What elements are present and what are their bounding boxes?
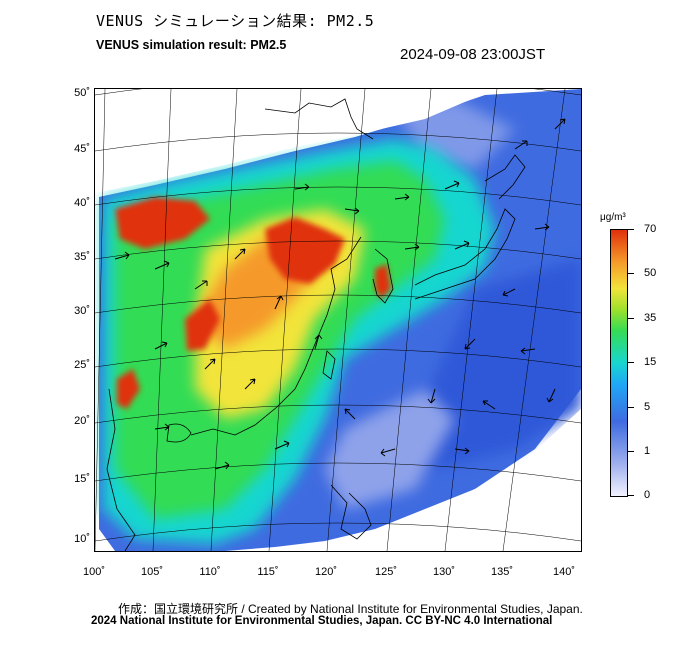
colorbar-label-0: 0 [644, 489, 651, 501]
title-japanese: VENUS シミュレーション結果: PM2.5 [96, 12, 375, 30]
colorbar-label-15: 15 [644, 356, 657, 368]
lon-label-125: 125˚ [374, 566, 398, 578]
colorbar-tick [628, 495, 634, 496]
lat-label-30: 30˚ [74, 305, 90, 317]
lon-label-115: 115˚ [257, 566, 279, 578]
colorbar-label-5: 5 [644, 401, 651, 413]
colorbar-label-1: 1 [644, 445, 651, 457]
pale-open-ocean [325, 389, 455, 509]
lat-label-45: 45˚ [74, 143, 90, 155]
lon-label-100: 100˚ [82, 566, 106, 578]
colorbar-label-50: 50 [644, 267, 657, 279]
hotspot-west [115, 197, 210, 249]
license-line: 2024 National Institute for Environmenta… [91, 615, 553, 627]
colorbar-tick [628, 407, 634, 408]
lat-label-20: 20˚ [74, 415, 90, 427]
colorbar-label-70: 70 [644, 223, 657, 235]
lon-label-140: 140˚ [552, 566, 576, 578]
pm25-map [94, 88, 582, 552]
colorbar-tick [628, 229, 634, 230]
hotspot-korea [375, 264, 391, 299]
colorbar-unit: μg/m³ [600, 212, 626, 223]
concentration-field [95, 89, 581, 551]
lon-label-110: 110˚ [199, 566, 221, 578]
lat-label-50: 50˚ [74, 87, 90, 99]
map-canvas [95, 89, 581, 551]
colorbar-tick [628, 451, 634, 452]
wind-vectors [114, 118, 566, 470]
coastlines [106, 98, 526, 551]
credit-line: 作成：国立環境研究所 / Created by National Institu… [118, 602, 583, 616]
colorbar-tick [628, 318, 634, 319]
lon-label-120: 120˚ [314, 566, 338, 578]
hotspot-southwest [117, 369, 140, 409]
lat-label-10: 10˚ [74, 533, 90, 545]
hotspot-sichuan-west [185, 299, 220, 351]
colorbar-label-35: 35 [644, 312, 657, 324]
lat-label-15: 15˚ [74, 473, 90, 485]
title-english: VENUS simulation result: PM2.5 [96, 38, 287, 52]
lon-label-105: 105˚ [140, 566, 164, 578]
colorbar-tick [628, 273, 634, 274]
colorbar-tick [628, 362, 634, 363]
lat-label-25: 25˚ [74, 359, 90, 371]
lat-label-35: 35˚ [74, 251, 90, 263]
lon-label-130: 130˚ [432, 566, 456, 578]
outside-domain-southwest [95, 529, 115, 551]
timestamp: 2024-09-08 23:00JST [400, 46, 546, 63]
outside-domain-north [95, 89, 495, 193]
lon-label-135: 135˚ [490, 566, 514, 578]
hotspot-northern-china [265, 217, 345, 284]
outside-domain-southeast [325, 409, 581, 551]
graticule [95, 89, 581, 551]
colorbar [610, 229, 628, 497]
lat-label-40: 40˚ [74, 197, 90, 209]
